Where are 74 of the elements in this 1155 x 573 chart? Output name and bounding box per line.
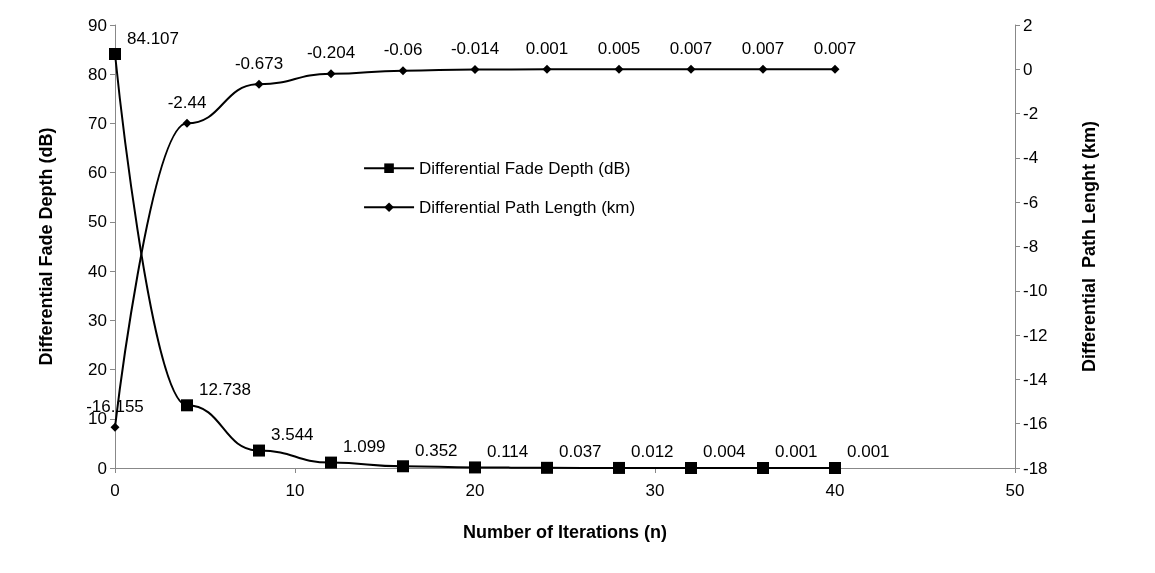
y-tick-label: 0	[97, 458, 107, 478]
data-label: 0.037	[559, 442, 602, 462]
data-label: 12.738	[199, 379, 251, 399]
point	[325, 456, 337, 469]
y-tick-label: 90	[88, 15, 107, 35]
y2-tick-label: -12	[1023, 325, 1048, 345]
x-tick-label: 30	[645, 481, 665, 500]
point	[182, 118, 192, 128]
y2-tick-label: -2	[1023, 104, 1039, 124]
data-label: 1.099	[343, 437, 386, 457]
data-label: -2.44	[167, 92, 207, 112]
y2-tick-label: -10	[1023, 281, 1048, 301]
x-axis-title: Number of Iterations (n)	[462, 522, 668, 542]
y-tick-label: 80	[88, 64, 107, 84]
point	[829, 462, 841, 474]
data-label: 0.114	[487, 441, 529, 461]
point	[758, 64, 768, 74]
data-label: 0.001	[847, 442, 890, 462]
data-label: -0.673	[234, 53, 284, 73]
data-label: 84.107	[127, 28, 179, 48]
point	[397, 460, 409, 473]
y-tick-label: 50	[88, 212, 107, 232]
point	[686, 64, 696, 74]
y-tick-label: 60	[88, 163, 107, 183]
legend-label: Differential Path Length (km)	[419, 197, 636, 217]
point	[470, 65, 480, 75]
y-tick-label: 70	[88, 113, 107, 133]
point	[326, 69, 336, 79]
y2-tick-label: -18	[1023, 458, 1048, 478]
point	[398, 66, 408, 76]
point	[542, 64, 552, 74]
y2-tick-label: -8	[1023, 237, 1039, 256]
data-label: 0.004	[703, 442, 746, 462]
point	[830, 64, 840, 74]
point	[757, 462, 769, 474]
y-axis-title: Differential Fade Depth (dB)	[36, 127, 56, 366]
x-tick-label: 10	[285, 481, 305, 500]
data-label: 0.352	[415, 440, 458, 460]
y2-tick-label: -4	[1023, 148, 1039, 168]
point	[254, 79, 264, 89]
data-label: 0.007	[669, 38, 713, 58]
y2-tick-label: 0	[1023, 59, 1033, 79]
y-tick-label: 30	[88, 310, 107, 330]
point	[253, 444, 265, 457]
x-tick-label: 50	[1005, 481, 1025, 500]
data-label: 3.544	[271, 425, 314, 445]
point	[110, 422, 120, 432]
legend-label: Differential Fade Depth (dB)	[419, 158, 631, 178]
x-tick-label: 40	[825, 481, 845, 500]
point	[685, 461, 697, 474]
y2-tick-label: -14	[1023, 369, 1048, 389]
data-label: -0.06	[383, 40, 423, 60]
point	[614, 64, 624, 74]
point	[181, 399, 193, 412]
y2-tick-label: 2	[1023, 15, 1033, 35]
data-label: -0.204	[306, 43, 356, 63]
y2-axis-title: Differential Path Lenght (km)	[1079, 120, 1099, 373]
data-label: 0.001	[775, 442, 818, 462]
y2-tick-label: -16	[1023, 414, 1048, 434]
y-tick-label: 20	[88, 360, 107, 380]
data-label: 0.012	[631, 442, 674, 462]
data-label: 0.007	[813, 38, 857, 58]
data-label: 0.001	[525, 38, 569, 58]
data-label: 0.007	[741, 38, 785, 58]
y2-tick-label: -6	[1023, 192, 1039, 212]
x-tick-label: 20	[465, 481, 485, 500]
y-tick-label: 40	[88, 261, 107, 281]
point	[469, 461, 481, 474]
data-label: -0.014	[450, 39, 500, 59]
data-label: 0.005	[597, 38, 641, 58]
point	[109, 48, 121, 61]
point	[613, 461, 625, 474]
point	[541, 461, 553, 474]
x-tick-label: 0	[110, 481, 120, 500]
